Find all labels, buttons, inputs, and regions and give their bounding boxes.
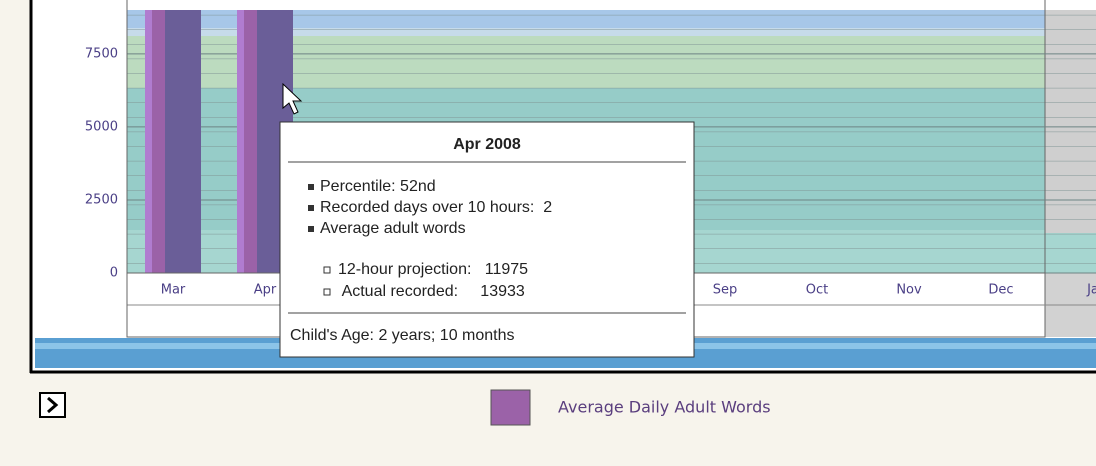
x-tick-label: Sep: [713, 283, 738, 298]
y-tick-label: 0: [110, 266, 118, 281]
tooltip-title: Apr 2008: [453, 136, 521, 153]
bar: [145, 10, 201, 273]
tooltip: Apr 2008 Percentile: 52nd Recorded days o…: [279, 121, 695, 358]
tooltip-subitem: 12-hour projection: 11975: [338, 261, 528, 278]
bar-edge: [237, 10, 244, 273]
tooltip-footer: Child's Age: 2 years; 10 months: [290, 327, 515, 344]
bullet: [308, 184, 314, 190]
x-tick-label: Dec: [988, 283, 1013, 298]
sub-bullet: [323, 288, 331, 296]
x-tick-label: Ja: [1086, 283, 1096, 298]
tooltip-item: Percentile: 52nd: [320, 178, 436, 195]
bullet: [308, 205, 314, 211]
x-tick-label: Oct: [806, 283, 828, 298]
mouse-cursor: [282, 82, 303, 115]
x-tick-label: Mar: [161, 283, 186, 298]
x-tick-label: Nov: [896, 283, 922, 298]
legend-swatch: [490, 389, 531, 426]
bullet: [308, 226, 314, 232]
y-tick-label: 2500: [85, 192, 118, 207]
y-tick-label: 7500: [85, 46, 118, 61]
sub-bullet: [323, 266, 331, 274]
x-tick-label: Apr: [254, 283, 277, 298]
bar-edge: [145, 10, 152, 273]
tooltip-item: Average adult words: [320, 220, 466, 237]
next-button[interactable]: [39, 392, 66, 418]
y-tick-label: 5000: [85, 119, 118, 134]
tooltip-subitem: Actual recorded: 13933: [338, 283, 525, 300]
tooltip-item: Recorded days over 10 hours: 2: [320, 199, 552, 216]
legend-label: Average Daily Adult Words: [558, 398, 771, 417]
